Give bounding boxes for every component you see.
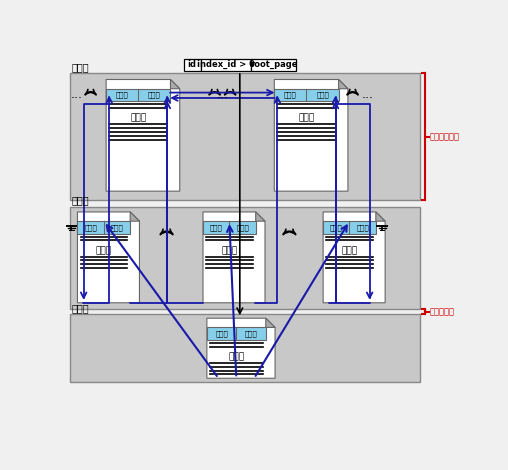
Text: 叶节点: 叶节点 <box>71 195 89 205</box>
Polygon shape <box>171 79 180 89</box>
Polygon shape <box>274 79 348 191</box>
Bar <box>70 73 420 200</box>
Text: ...: ... <box>362 88 374 102</box>
Text: 下一页: 下一页 <box>111 224 123 231</box>
Text: 数据行: 数据行 <box>298 113 314 123</box>
Polygon shape <box>203 212 265 303</box>
Bar <box>323 221 376 234</box>
Polygon shape <box>376 212 385 221</box>
Polygon shape <box>130 212 140 221</box>
Text: 索引行: 索引行 <box>341 246 358 255</box>
Polygon shape <box>256 212 265 221</box>
Polygon shape <box>339 79 348 89</box>
Text: 下一页: 下一页 <box>148 92 161 98</box>
Text: 非聚集索引: 非聚集索引 <box>430 307 455 316</box>
Bar <box>251 59 296 71</box>
Text: 索引行: 索引行 <box>228 352 244 361</box>
Text: ...: ... <box>216 88 229 102</box>
Bar <box>274 89 339 101</box>
Polygon shape <box>77 212 140 303</box>
Text: 数据行: 数据行 <box>130 113 146 123</box>
Bar <box>70 314 420 382</box>
Text: 上一页: 上一页 <box>215 330 228 337</box>
Bar <box>77 221 130 234</box>
Text: index_id > 0: index_id > 0 <box>197 60 255 70</box>
Text: 下一页: 下一页 <box>316 92 329 98</box>
Text: 上一页: 上一页 <box>330 224 343 231</box>
Text: 索引行: 索引行 <box>96 246 112 255</box>
Text: 下一页: 下一页 <box>236 224 249 231</box>
Text: 上一页: 上一页 <box>210 224 223 231</box>
Bar <box>183 59 201 71</box>
Bar <box>203 221 256 234</box>
Bar <box>106 89 171 101</box>
Polygon shape <box>266 318 275 328</box>
Text: 索引行: 索引行 <box>221 246 237 255</box>
Text: 堆或聚集索引: 堆或聚集索引 <box>430 133 460 141</box>
Text: 根节点: 根节点 <box>71 303 89 313</box>
Text: root_page: root_page <box>250 60 297 70</box>
Polygon shape <box>106 79 180 191</box>
Bar <box>207 328 266 340</box>
Text: 上一页: 上一页 <box>84 224 97 231</box>
Polygon shape <box>207 318 275 378</box>
Text: id: id <box>187 60 197 70</box>
Text: 数据页: 数据页 <box>71 62 89 72</box>
Text: 上一页: 上一页 <box>284 92 297 98</box>
Text: 上一页: 上一页 <box>116 92 129 98</box>
Bar <box>70 206 420 309</box>
Text: ...: ... <box>71 88 83 102</box>
Polygon shape <box>323 212 385 303</box>
Bar <box>201 59 251 71</box>
Text: 下一页: 下一页 <box>356 224 369 231</box>
Text: 下一页: 下一页 <box>245 330 258 337</box>
